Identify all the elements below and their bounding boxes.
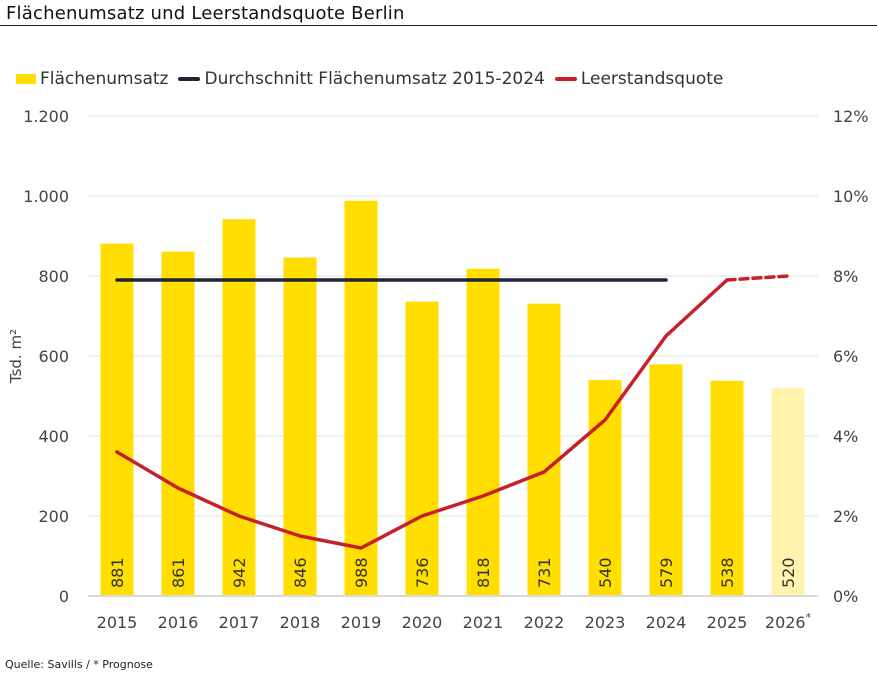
bar [527,303,561,595]
legend-swatch-line [178,77,201,81]
bars [100,200,805,596]
y-axis-right: 0% 2% 4% 6% 8% 10% 12% [833,107,869,606]
bar [710,380,744,595]
bar-value-label: 538 [718,557,737,588]
y-right-tick-label: 0% [833,587,858,606]
legend-label: Leerstandsquote [580,69,724,89]
bar-value-label: 846 [291,557,310,588]
legend-label: Durchschnitt Flächenumsatz 2015-2024 [204,69,545,89]
x-tick-label: 2017 [219,613,260,632]
x-tick-label: 2016 [158,613,199,632]
bar [161,251,195,595]
bar-value-label: 540 [596,557,615,588]
vacancy-line-forecast [725,274,790,282]
x-tick-label: 2019 [341,613,382,632]
y-right-tick-label: 4% [833,427,858,446]
y-tick-label: 200 [38,507,69,526]
bar [588,380,622,595]
bar [466,268,500,595]
bar [283,257,317,595]
bar-value-label: 520 [779,557,798,588]
bar [771,388,805,595]
legend-swatch-bar [16,74,36,84]
y-tick-label: 0 [59,587,69,606]
x-tick-label: 2020 [402,613,443,632]
source-note: Quelle: Savills / * Prognose [5,658,153,671]
y-axis-title: Tsd. m² [7,329,25,384]
legend-swatch-line [554,77,577,81]
bar [405,301,439,595]
y-right-tick-label: 6% [833,347,858,366]
x-tick-label: 2025 [707,613,748,632]
bar-value-label: 861 [169,557,188,588]
legend-item-durchschnitt: Durchschnitt Flächenumsatz 2015-2024 [178,69,545,89]
y-tick-label: 1.000 [23,187,69,206]
x-axis: 2015 2016 2017 2018 2019 2020 2021 2022 2023 2024… [97,611,812,632]
bar-value-label: 731 [535,557,554,588]
bar [344,200,378,596]
bar-value-label: 942 [230,557,249,588]
y-tick-label: 400 [38,427,69,446]
bar [100,243,134,595]
bar [649,364,683,595]
chart-title: Flächenumsatz und Leerstandsquote Berlin [6,3,405,24]
legend: Flächenumsatz Durchschnitt Flächenumsatz… [16,69,733,89]
x-tick-label: 2024 [646,613,687,632]
y-right-tick-label: 8% [833,267,858,286]
y-axis-left: 0 200 400 600 800 1.000 1.200 [23,107,69,606]
x-tick-label: 2026* [765,611,812,632]
vacancy-line-group [115,274,790,550]
legend-item-leerstandsquote: Leerstandsquote [554,69,724,89]
y-tick-label: 800 [38,267,69,286]
bar-value-label: 881 [108,557,127,588]
legend-item-flaechenumsatz: Flächenumsatz [16,69,168,89]
bar-value-label: 736 [413,557,432,588]
y-right-tick-label: 12% [833,107,869,126]
bar-labels: 881 861 942 846 988 736 818 731 540 579 538 520 [108,557,798,588]
bar-value-label: 988 [352,557,371,588]
x-tick-label: 2015 [97,613,138,632]
y-right-tick-label: 2% [833,507,858,526]
x-tick-label: 2018 [280,613,321,632]
bar-value-label: 579 [657,557,676,588]
y-tick-label: 600 [38,347,69,366]
legend-label: Flächenumsatz [40,69,169,89]
title-divider [0,25,877,26]
gridlines [88,115,818,597]
x-tick-label: 2023 [585,613,626,632]
x-tick-label: 2021 [463,613,504,632]
y-right-tick-label: 10% [833,187,869,206]
bar-value-label: 818 [474,557,493,588]
bar [222,219,256,595]
x-tick-label: 2022 [524,613,565,632]
forecast-asterisk: * [806,611,812,624]
y-tick-label: 1.200 [23,107,69,126]
